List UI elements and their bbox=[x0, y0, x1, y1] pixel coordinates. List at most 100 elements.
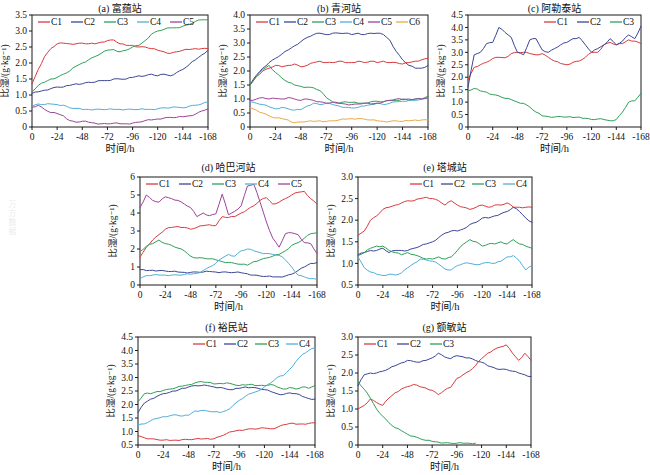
y-tick-label: 1.0 bbox=[341, 404, 353, 414]
x-axis-label: 时间/h bbox=[430, 460, 460, 472]
x-tick-label: -168 bbox=[306, 450, 324, 460]
y-tick-label: 2.0 bbox=[341, 368, 353, 378]
subplot-title: (c) 阿勒泰站 bbox=[528, 2, 582, 15]
x-tick-label: -168 bbox=[308, 290, 326, 300]
x-tick-label: -144 bbox=[394, 132, 412, 142]
series-C2-line bbox=[358, 207, 532, 255]
y-tick-label: 6 bbox=[130, 172, 135, 182]
y-tick-label: 0 bbox=[348, 440, 353, 450]
legend-item-C4: C4 bbox=[286, 339, 310, 349]
subplot-c: (c) 阿勒泰站00.51.01.52.02.53.03.54.04.50-24… bbox=[435, 2, 650, 154]
series-C3-line bbox=[140, 233, 317, 265]
subplot-title: (g) 额敏站 bbox=[422, 321, 466, 334]
legend-item-C1: C1 bbox=[410, 179, 434, 189]
x-tick-label: -72 bbox=[101, 132, 114, 142]
x-axis-label: 时间/h bbox=[214, 300, 244, 312]
y-tick-label: 2.0 bbox=[341, 215, 353, 225]
y-tick-label: 3.0 bbox=[15, 26, 27, 36]
legend-item-C2: C2 bbox=[179, 179, 203, 189]
y-tick-label: 0.5 bbox=[451, 110, 463, 120]
plot-frame bbox=[468, 15, 641, 127]
legend-item-C3: C3 bbox=[430, 339, 454, 349]
x-tick-label: -24 bbox=[51, 132, 64, 142]
subplot-f: (f) 裕民站0.51.01.52.02.53.03.54.04.50-24-4… bbox=[105, 321, 324, 472]
legend-item-C2: C2 bbox=[397, 339, 421, 349]
y-tick-label: 4.0 bbox=[233, 10, 245, 20]
legend-label: C5 bbox=[381, 17, 392, 27]
y-tick-label: 3.0 bbox=[121, 373, 133, 383]
x-tick-label: -96 bbox=[345, 132, 358, 142]
y-tick-label: 3.5 bbox=[451, 35, 463, 45]
y-tick-label: 2.5 bbox=[451, 60, 463, 70]
y-tick-label: 2.0 bbox=[121, 400, 133, 410]
x-tick-label: -24 bbox=[269, 132, 282, 142]
legend-label: C3 bbox=[325, 17, 336, 27]
legend-item-C3: C3 bbox=[212, 179, 236, 189]
series-C2-line bbox=[358, 353, 531, 385]
legend-label: C1 bbox=[423, 179, 434, 189]
x-tick-label: -48 bbox=[511, 132, 524, 142]
subplot-title: (b) 青河站 bbox=[317, 2, 361, 15]
legend-label: C2 bbox=[590, 17, 601, 27]
x-tick-label: -144 bbox=[498, 290, 516, 300]
y-tick-label: 0 bbox=[458, 122, 463, 132]
x-axis-label: 时间/h bbox=[212, 460, 242, 472]
y-tick-label: 0.5 bbox=[233, 108, 245, 118]
x-axis-label: 时间/h bbox=[540, 142, 570, 154]
x-tick-label: 0 bbox=[138, 290, 143, 300]
y-tick-label: 1.0 bbox=[451, 97, 463, 107]
legend-item-C1: C1 bbox=[38, 17, 62, 27]
series-C3-line bbox=[250, 65, 428, 103]
legend-label: C4 bbox=[353, 17, 364, 27]
legend-label: C3 bbox=[117, 17, 128, 27]
y-tick-label: 1.0 bbox=[15, 90, 27, 100]
legend-label: C3 bbox=[623, 17, 634, 27]
legend-label: C4 bbox=[258, 179, 269, 189]
legend-item-C4: C4 bbox=[503, 179, 527, 189]
x-tick-label: -120 bbox=[149, 132, 167, 142]
x-tick-label: -144 bbox=[281, 450, 299, 460]
legend-item-C1: C1 bbox=[544, 17, 568, 27]
y-tick-label: 3.0 bbox=[233, 38, 245, 48]
legend-label: C3 bbox=[225, 179, 236, 189]
legend-item-C3: C3 bbox=[312, 17, 336, 27]
y-axis-label: 比湿/(g·kg⁻¹) bbox=[105, 364, 117, 417]
legend-label: C5 bbox=[291, 179, 302, 189]
y-tick-label: 2.0 bbox=[233, 66, 245, 76]
x-tick-label: -96 bbox=[451, 450, 464, 460]
x-tick-label: -24 bbox=[159, 290, 172, 300]
x-tick-label: -72 bbox=[208, 450, 221, 460]
legend-label: C3 bbox=[485, 179, 496, 189]
watermark-text: 万方数据 bbox=[5, 200, 17, 252]
subplot-g: (g) 额敏站00.51.01.52.02.53.00-24-48-72-96-… bbox=[325, 321, 540, 472]
plot-frame bbox=[140, 177, 317, 285]
x-tick-label: -168 bbox=[632, 132, 650, 142]
x-tick-label: -24 bbox=[157, 450, 170, 460]
x-tick-label: -96 bbox=[235, 290, 248, 300]
x-axis-label: 时间/h bbox=[430, 300, 460, 312]
legend-item-C1: C1 bbox=[364, 339, 388, 349]
x-tick-label: -96 bbox=[126, 132, 139, 142]
series-C4-line bbox=[32, 102, 208, 110]
y-tick-label: 1.0 bbox=[233, 94, 245, 104]
x-tick-label: -144 bbox=[498, 450, 516, 460]
y-tick-label: 0 bbox=[130, 280, 135, 290]
series-C4-line bbox=[138, 348, 315, 425]
x-tick-label: 0 bbox=[466, 132, 471, 142]
series-C2-line bbox=[138, 385, 315, 413]
y-axis-label: 比湿/(g·kg⁻¹) bbox=[107, 204, 119, 257]
legend-item-C3: C3 bbox=[472, 179, 496, 189]
legend-item-C2: C2 bbox=[71, 17, 95, 27]
y-tick-label: 2.5 bbox=[341, 194, 353, 204]
x-tick-label: -120 bbox=[256, 450, 274, 460]
legend-label: C4 bbox=[299, 339, 310, 349]
legend-item-C4: C4 bbox=[137, 17, 161, 27]
x-tick-label: -24 bbox=[486, 132, 499, 142]
legend-label: C4 bbox=[150, 17, 161, 27]
series-C1-line bbox=[358, 197, 532, 235]
y-tick-label: 0.5 bbox=[341, 280, 353, 290]
legend-item-C3: C3 bbox=[255, 339, 279, 349]
legend-item-C4: C4 bbox=[340, 17, 364, 27]
legend-item-C5: C5 bbox=[278, 179, 302, 189]
y-tick-label: 4.5 bbox=[121, 332, 133, 342]
